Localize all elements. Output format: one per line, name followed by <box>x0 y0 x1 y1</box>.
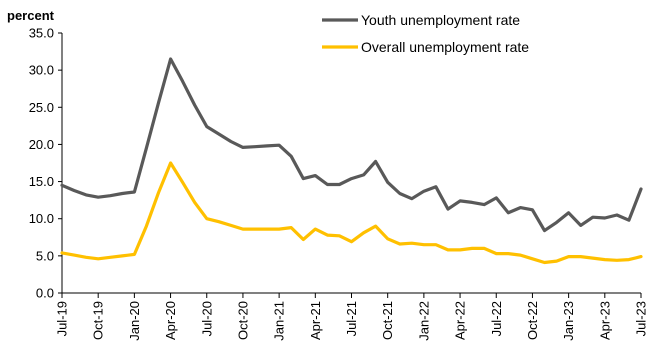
series-line-1 <box>60 161 643 265</box>
x-tick-label: Jul-22 <box>489 301 504 336</box>
y-tick-label: 30.0 <box>29 63 54 78</box>
y-tick-label: 35.0 <box>29 26 54 41</box>
y-tick-label: 15.0 <box>29 174 54 189</box>
x-tick-label: Jul-19 <box>55 301 70 336</box>
legend-label-0: Youth unemployment rate <box>361 12 520 28</box>
x-tick-label: Apr-23 <box>597 301 612 340</box>
x-tick-label: Jul-21 <box>344 301 359 336</box>
y-tick-label: 5.0 <box>36 248 54 263</box>
x-axis: Jul-19 Oct-19 Jan-20 Apr-20 Jul-20 Oct-20 Jan-… <box>55 292 649 341</box>
x-tick-label: Oct-22 <box>525 301 540 340</box>
series-layer <box>60 57 643 265</box>
x-tick-label: Jan-20 <box>127 301 142 341</box>
x-tick-label: Oct-19 <box>91 301 106 340</box>
y-tick-label: 0.0 <box>36 286 54 301</box>
y-tick-label: 10.0 <box>29 211 54 226</box>
x-tick-label: Jul-20 <box>199 301 214 336</box>
x-tick-label: Oct-20 <box>235 301 250 340</box>
x-tick-label: Apr-22 <box>453 301 468 340</box>
y-axis: 35.0 30.0 25.0 20.0 15.0 10.0 5.0 0.0 <box>29 26 63 301</box>
y-tick-label: 25.0 <box>29 100 54 115</box>
x-tick-label: Jan-23 <box>561 301 576 341</box>
x-tick-label: Jan-22 <box>416 301 431 341</box>
x-tick-label: Jul-23 <box>634 301 649 336</box>
legend-label-1: Overall unemployment rate <box>361 39 529 55</box>
x-tick-label: Apr-21 <box>308 301 323 340</box>
y-axis-unit-label: percent <box>7 8 55 23</box>
y-tick-label: 20.0 <box>29 137 54 152</box>
x-tick-label: Oct-21 <box>380 301 395 340</box>
legend: Youth unemployment rate Overall unemploym… <box>322 12 529 55</box>
x-tick-label: Apr-20 <box>163 301 178 340</box>
x-tick-label: Jan-21 <box>272 301 287 341</box>
series-line-0 <box>60 57 643 233</box>
